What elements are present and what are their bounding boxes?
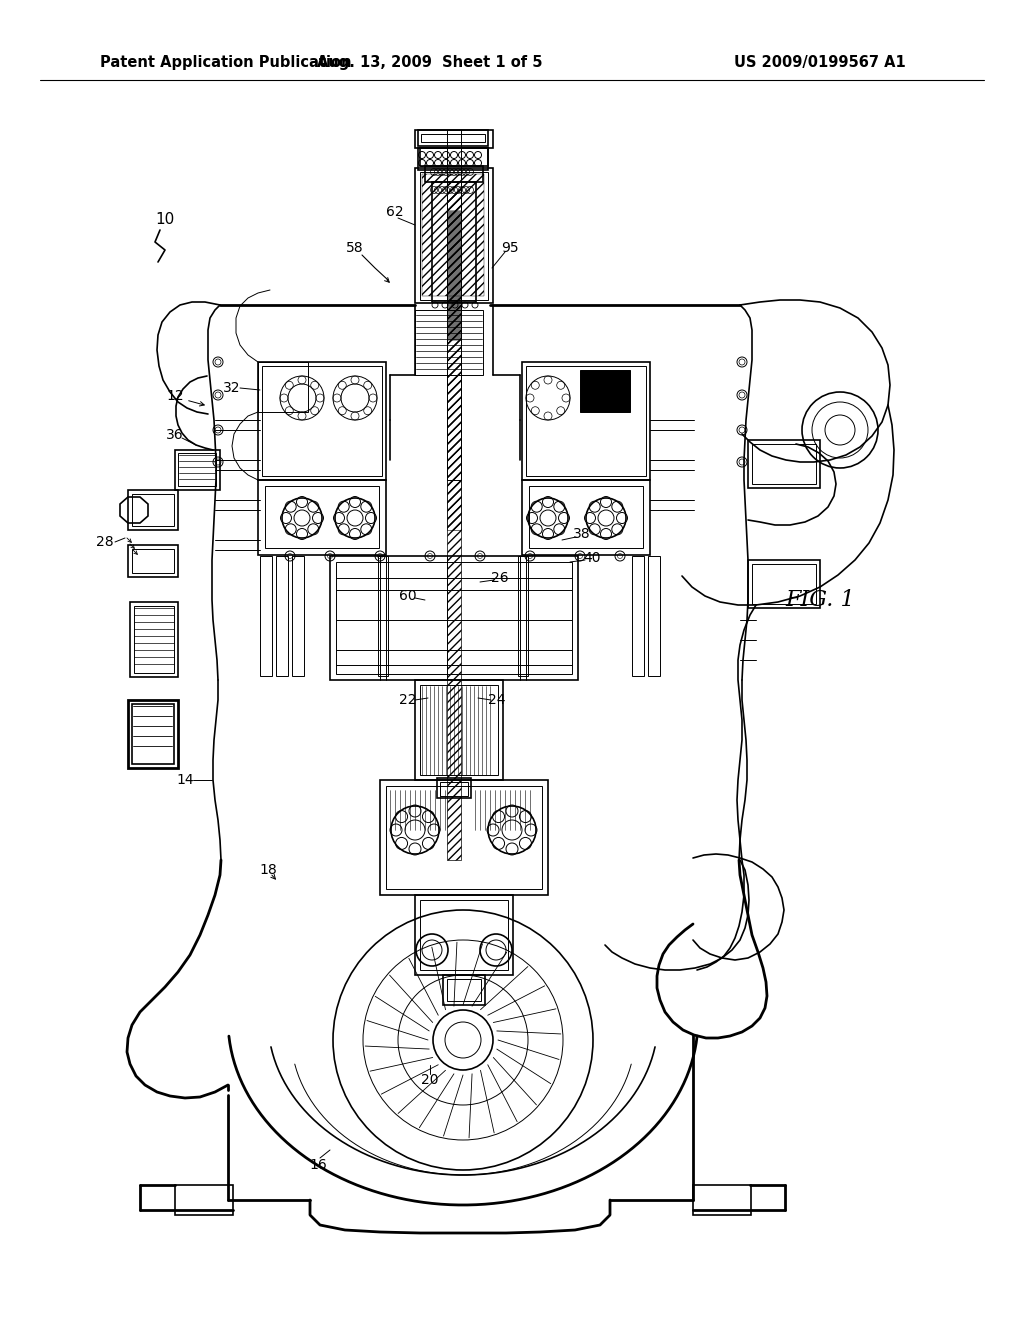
Bar [380,780,548,895]
Bar [748,440,820,488]
Bar [529,486,643,548]
Text: 62: 62 [386,205,403,219]
Text: 20: 20 [421,1073,438,1086]
Text: 12: 12 [166,389,184,403]
Bar [440,781,468,796]
Text: 60: 60 [399,589,417,603]
Bar [276,556,288,676]
Bar [330,556,578,680]
Bar [522,362,650,480]
Text: 28: 28 [96,535,114,549]
Bar [386,785,542,888]
Bar [378,556,388,676]
Bar [693,1185,751,1214]
Bar [752,444,816,484]
Bar [128,490,178,531]
Bar [415,895,513,975]
Bar [292,556,304,676]
Bar [132,704,174,764]
Bar [420,148,488,166]
Bar [443,975,485,1005]
Bar [752,564,816,605]
Text: 24: 24 [488,693,506,708]
Bar [420,900,508,970]
Bar [420,685,498,775]
Text: 36: 36 [166,428,184,442]
Bar [258,362,386,480]
Text: 58: 58 [346,242,364,255]
Bar [447,129,461,480]
Bar [134,606,174,673]
Bar [132,494,174,525]
Bar [132,549,174,573]
Bar [421,135,485,143]
Bar [526,366,646,477]
Text: US 2009/0199567 A1: US 2009/0199567 A1 [734,54,906,70]
Text: 18: 18 [259,863,276,876]
Bar [418,129,488,147]
Bar [580,370,630,412]
Bar [265,486,379,548]
Text: 14: 14 [176,774,194,787]
Text: 95: 95 [501,242,519,255]
Bar [262,366,382,477]
Bar [258,480,386,554]
Bar [748,560,820,609]
Text: 16: 16 [309,1158,327,1172]
Text: 38: 38 [573,527,591,541]
Bar [128,700,178,768]
Text: 40: 40 [584,550,601,565]
Text: Aug. 13, 2009  Sheet 1 of 5: Aug. 13, 2009 Sheet 1 of 5 [317,54,543,70]
Bar [632,556,644,676]
Bar [648,556,660,676]
Text: 32: 32 [223,381,241,395]
Bar [522,480,650,554]
Text: Patent Application Publication: Patent Application Publication [100,54,351,70]
Bar [432,182,476,302]
Bar [447,979,481,1001]
Text: FIG. 1: FIG. 1 [785,589,855,611]
Bar [415,129,493,148]
Bar [260,556,272,676]
Bar [415,680,503,780]
Bar [258,362,308,412]
Text: 26: 26 [492,572,509,585]
Bar [425,166,483,182]
Bar [175,450,220,490]
Bar [128,545,178,577]
Bar [178,453,216,486]
Bar [415,310,483,375]
Text: 22: 22 [399,693,417,708]
Text: 10: 10 [156,213,175,227]
Bar [415,168,493,304]
Bar [130,602,178,677]
Bar [418,148,488,170]
Bar [175,1185,233,1214]
Bar [437,777,471,799]
Bar [518,556,528,676]
Bar [336,562,572,675]
Bar [420,172,488,300]
